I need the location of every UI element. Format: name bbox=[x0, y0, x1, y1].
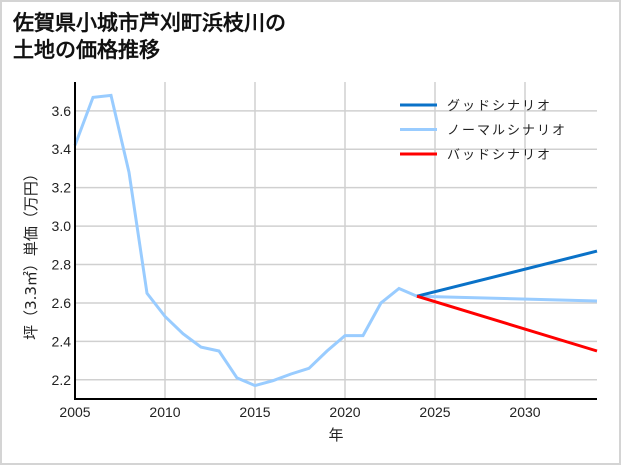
chart-title-line2: 土地の価格推移 bbox=[13, 38, 160, 62]
legend-label: バッドシナリオ bbox=[447, 148, 552, 163]
x-tick-label: 2015 bbox=[239, 404, 270, 420]
y-tick-label: 3.2 bbox=[52, 180, 72, 196]
y-tick-label: 3.0 bbox=[52, 218, 72, 234]
data-series bbox=[73, 93, 598, 388]
x-tick-label: 2025 bbox=[419, 404, 450, 420]
legend-label: グッドシナリオ bbox=[447, 99, 552, 114]
series-line bbox=[73, 93, 598, 388]
series-line bbox=[416, 249, 598, 298]
x-tick-label: 2030 bbox=[509, 404, 540, 420]
y-tick-label: 2.8 bbox=[52, 257, 72, 273]
x-axis-ticks: 2005 2010 2015 2020 2025 2030 bbox=[59, 404, 540, 420]
y-tick-label: 3.6 bbox=[52, 103, 72, 119]
y-tick-label: 2.6 bbox=[52, 295, 72, 311]
x-tick-label: 2005 bbox=[59, 404, 90, 420]
x-tick-label: 2020 bbox=[329, 404, 360, 420]
legend-item: ノーマルシナリオ bbox=[400, 124, 567, 139]
y-axis-label: 坪（3.3㎡）単価（万円） bbox=[22, 166, 40, 340]
grid-lines bbox=[75, 82, 597, 399]
legend-item: バッドシナリオ bbox=[400, 148, 552, 163]
axes bbox=[74, 82, 597, 400]
y-tick-label: 2.2 bbox=[52, 372, 72, 388]
y-tick-label: 2.4 bbox=[52, 333, 72, 349]
chart-title: 佐賀県小城市芦刈町浜枝川の 土地の価格推移 bbox=[13, 10, 286, 64]
legend-item: グッドシナリオ bbox=[400, 99, 552, 114]
legend-label: ノーマルシナリオ bbox=[447, 124, 567, 139]
chart-title-line1: 佐賀県小城市芦刈町浜枝川の bbox=[13, 11, 286, 35]
x-axis-label: 年 bbox=[328, 426, 343, 444]
series-line bbox=[416, 294, 598, 353]
y-axis-ticks: 2.2 2.4 2.6 2.8 3.0 3.2 3.4 3.6 bbox=[52, 103, 72, 388]
x-tick-label: 2010 bbox=[149, 404, 180, 420]
y-tick-label: 3.4 bbox=[52, 141, 72, 157]
